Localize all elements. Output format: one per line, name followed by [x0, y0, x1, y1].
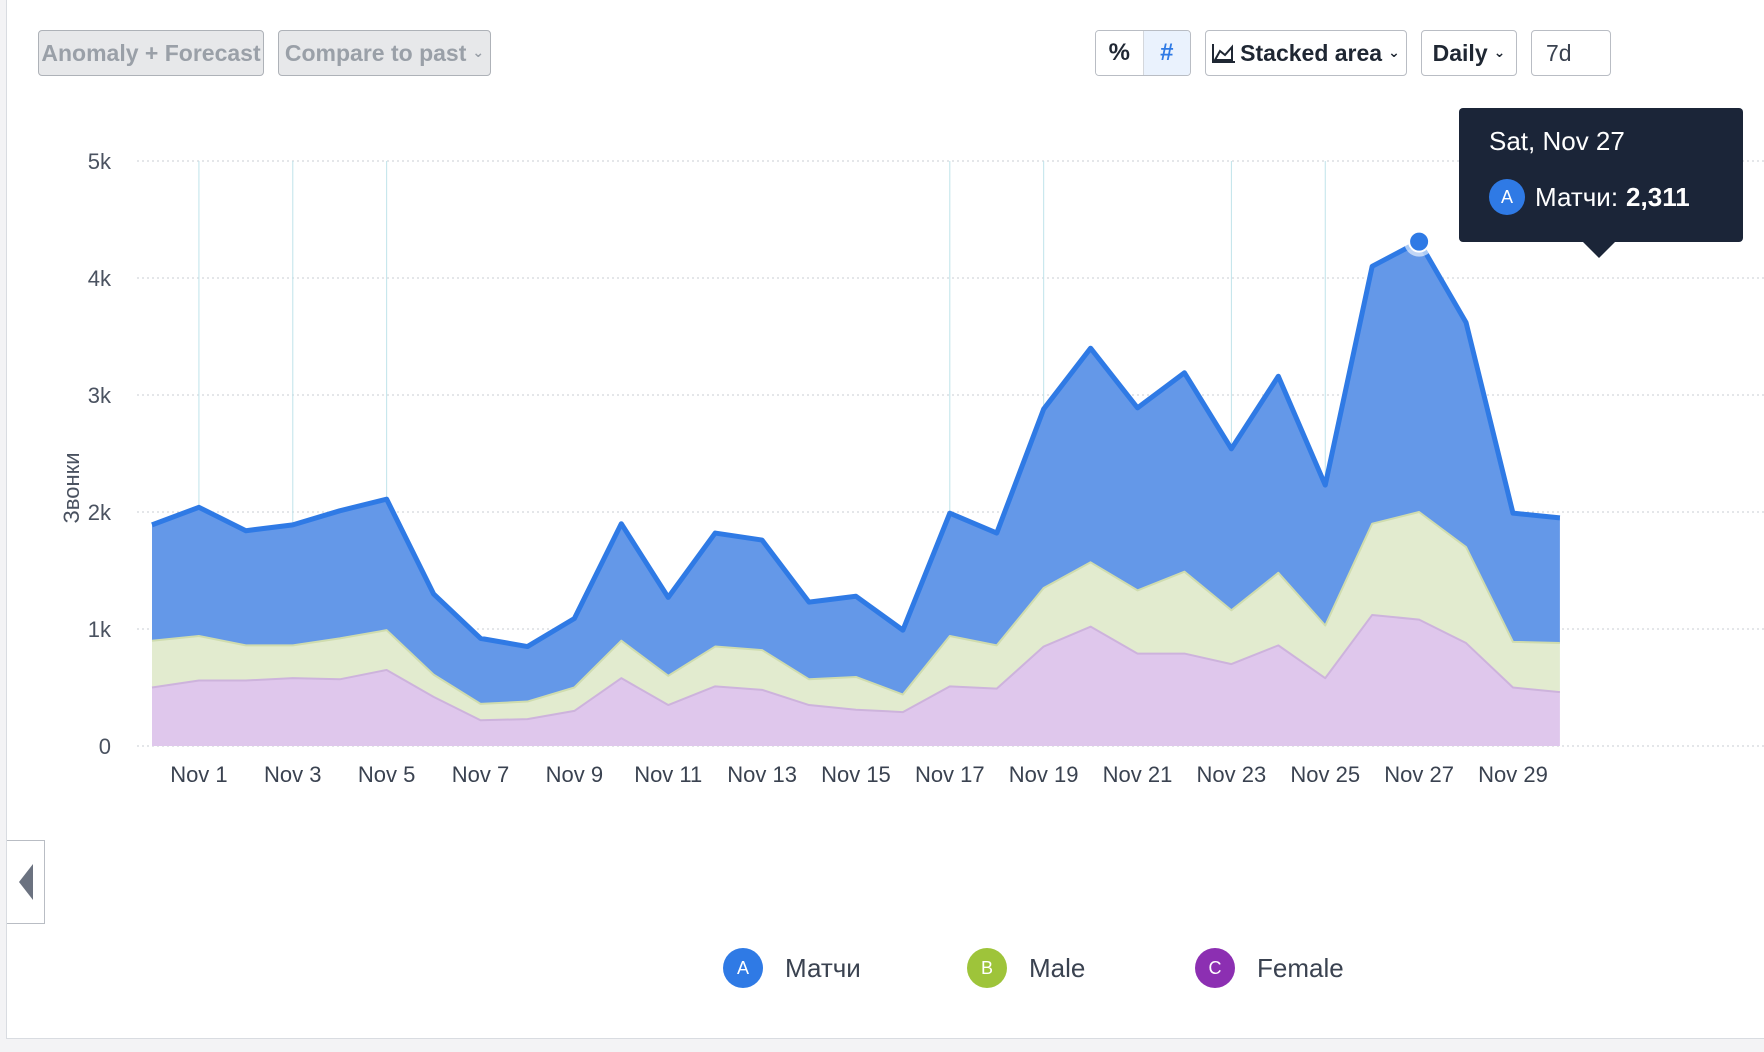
- x-tick-label: Nov 15: [821, 762, 891, 787]
- percent-button[interactable]: %: [1096, 31, 1144, 75]
- area-chart-icon: [1212, 43, 1236, 63]
- x-axis-ticks: Nov 1 Nov 3 Nov 5 Nov 7 Nov 9 Nov 11 Nov 13 Nov…: [170, 762, 1548, 787]
- tooltip-value: 2,311: [1626, 181, 1690, 212]
- anomaly-forecast-button[interactable]: Anomaly + Forecast: [38, 30, 264, 76]
- range-label: 7d: [1546, 39, 1572, 66]
- anomaly-forecast-label: Anomaly + Forecast: [41, 39, 261, 66]
- legend-badge: A: [723, 948, 763, 988]
- area-matchi: [152, 241, 1560, 704]
- legend-label: Female: [1257, 952, 1344, 983]
- series-badge: A: [1489, 179, 1525, 215]
- chart-panel: Anomaly + Forecast Compare to past ⌄ % # …: [6, 0, 1764, 1039]
- chevron-down-icon: ⌄: [472, 43, 485, 60]
- x-tick-label: Nov 1: [170, 762, 227, 787]
- area-male-line: [151, 511, 1560, 705]
- compare-to-past-label: Compare to past: [284, 39, 467, 66]
- value-mode-toggle: % #: [1095, 30, 1191, 76]
- hover-point[interactable]: [1408, 230, 1431, 253]
- tooltip-row: A Матчи: 2,311: [1489, 179, 1713, 215]
- x-tick-label: Nov 23: [1197, 762, 1267, 787]
- x-tick-label: Nov 11: [634, 762, 702, 787]
- chart-type-dropdown[interactable]: Stacked area ⌄: [1205, 30, 1407, 76]
- chevron-down-icon: ⌄: [1493, 43, 1506, 60]
- chart-type-label: Stacked area: [1240, 39, 1383, 66]
- legend-badge: C: [1195, 948, 1235, 988]
- y-tick-label: 0: [99, 734, 111, 759]
- legend-label: Матчи: [785, 952, 861, 983]
- legend-label: Male: [1029, 952, 1086, 983]
- range-button[interactable]: 7d: [1531, 30, 1611, 76]
- hover-marker[interactable]: [1404, 226, 1435, 257]
- chevron-left-icon: [18, 864, 33, 900]
- interval-dropdown[interactable]: Daily ⌄: [1421, 30, 1517, 76]
- legend-item-matchi[interactable]: A Матчи: [723, 948, 861, 988]
- collapse-panel-button[interactable]: [7, 840, 45, 924]
- y-axis-ticks: 0 1k 2k 3k 4k 5k: [88, 149, 112, 759]
- compare-to-past-button[interactable]: Compare to past ⌄: [278, 30, 491, 76]
- x-tick-label: Nov 13: [727, 762, 797, 787]
- area-female: [152, 614, 1560, 746]
- chevron-down-icon: ⌄: [1388, 43, 1400, 60]
- x-tick-label: Nov 27: [1384, 762, 1454, 787]
- tooltip-date: Sat, Nov 27: [1489, 126, 1625, 156]
- areas: [151, 239, 1561, 746]
- number-button[interactable]: #: [1143, 31, 1190, 75]
- x-tick-label: Nov 19: [1009, 762, 1079, 787]
- x-tick-label: Nov 21: [1103, 762, 1173, 787]
- interval-label: Daily: [1432, 39, 1488, 66]
- x-tick-label: Nov 17: [915, 762, 985, 787]
- x-tick-label: Nov 29: [1478, 762, 1548, 787]
- legend: A Матчи B Male C Female: [7, 948, 1764, 998]
- legend-item-female[interactable]: C Female: [1195, 948, 1344, 988]
- area-female-line: [151, 613, 1560, 722]
- x-tick-label: Nov 5: [358, 762, 415, 787]
- y-tick-label: 1k: [88, 617, 112, 642]
- tooltip-series: Матчи:: [1535, 181, 1619, 212]
- y-tick-label: 5k: [88, 149, 112, 174]
- area-male: [152, 512, 1560, 721]
- y-axis-label: Звонки: [59, 452, 84, 523]
- y-tick-label: 4k: [88, 266, 112, 291]
- x-tick-label: Nov 7: [452, 762, 509, 787]
- legend-badge: B: [967, 948, 1007, 988]
- x-tick-label: Nov 3: [264, 762, 321, 787]
- x-tick-label: Nov 25: [1290, 762, 1360, 787]
- area-matchi-line: [151, 239, 1561, 650]
- y-tick-label: 2k: [88, 500, 112, 525]
- data-tooltip: Sat, Nov 27 A Матчи: 2,311: [1459, 108, 1743, 258]
- y-tick-label: 3k: [88, 383, 112, 408]
- legend-item-male[interactable]: B Male: [967, 948, 1085, 988]
- x-tick-label: Nov 9: [546, 762, 603, 787]
